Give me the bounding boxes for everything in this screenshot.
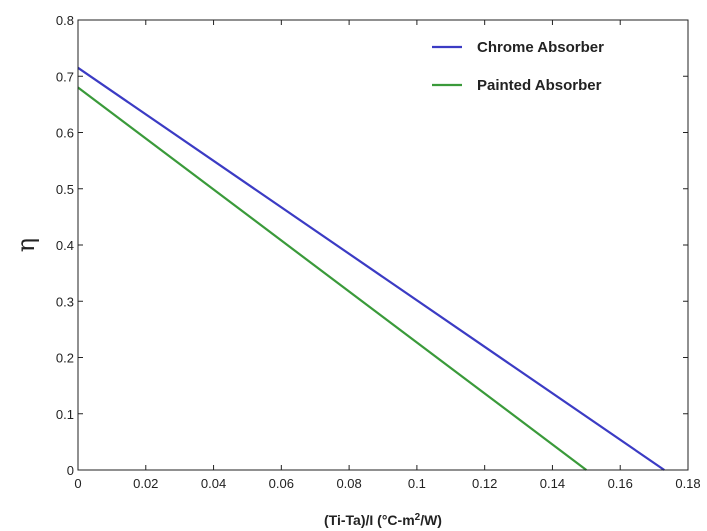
y-tick-label: 0.4 [56, 238, 74, 253]
x-tick-label: 0.18 [675, 476, 700, 491]
x-axis-title: (Ti-Ta)/I (°C-m2/W) [324, 512, 442, 529]
x-tick-label: 0.02 [133, 476, 158, 491]
y-tick-label: 0.6 [56, 126, 74, 141]
legend: Chrome Absorber Painted Absorber [432, 39, 604, 94]
x-tick-label: 0.06 [269, 476, 294, 491]
y-tick-label: 0.3 [56, 294, 74, 309]
series-line-chrome-absorber [77, 66, 665, 471]
y-axis-title: η [12, 238, 40, 252]
y-tick-label: 0.5 [56, 182, 74, 197]
y-tick-label: 0.1 [56, 407, 74, 422]
x-tick-label: 0.08 [336, 476, 361, 491]
x-tick-label: 0.04 [201, 476, 226, 491]
x-tick-label: 0.1 [408, 476, 426, 491]
y-tick-label: 0.7 [56, 69, 74, 84]
x-tick-label: 0 [74, 476, 81, 491]
x-tick-label: 0.16 [608, 476, 633, 491]
y-tick-label: 0.8 [56, 13, 74, 28]
series-line-painted-absorber [77, 86, 587, 471]
x-tick-label: 0.14 [540, 476, 565, 491]
legend-label: Chrome Absorber [477, 39, 604, 56]
legend-label: Painted Absorber [477, 77, 602, 94]
ticks-layer: 0 0.02 0.04 0.06 0.08 0.1 0.12 0.14 0.16 0.18 0 0.1… [56, 13, 701, 491]
y-tick-label: 0.2 [56, 351, 74, 366]
y-tick-label: 0 [67, 463, 74, 478]
plot-layer [77, 66, 665, 471]
x-tick-label: 0.12 [472, 476, 497, 491]
